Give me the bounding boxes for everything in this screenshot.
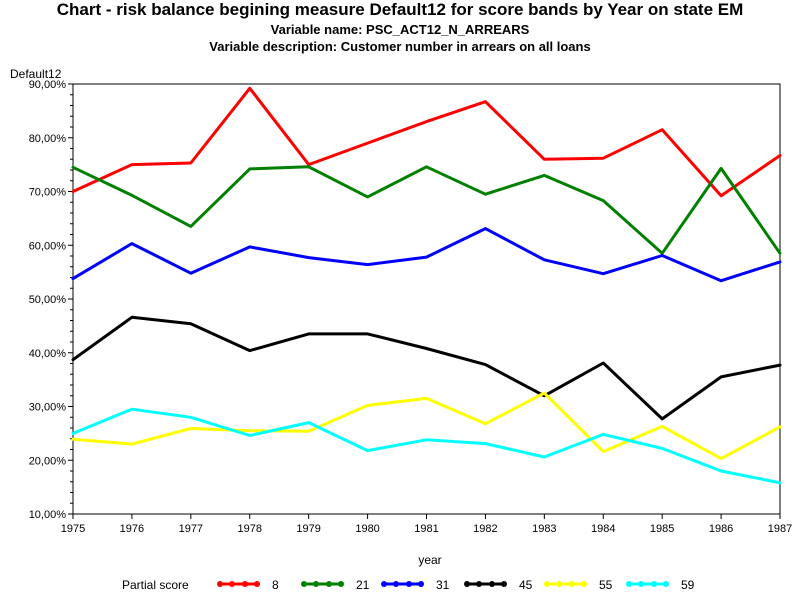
x-tick-label: 1978 [238, 523, 262, 535]
variable-description-subtitle: Variable description: Customer number in… [209, 39, 591, 54]
series-line-45 [71, 315, 782, 421]
legend-marker [581, 581, 587, 587]
legend-marker [393, 581, 399, 587]
legend-marker [418, 581, 424, 587]
legend-label-55: 55 [599, 578, 613, 592]
x-tick-label: 1987 [768, 523, 792, 535]
x-axis-title: year [418, 553, 441, 567]
legend-marker [229, 581, 235, 587]
y-axis-title: Default12 [10, 67, 62, 81]
x-tick-label: 1975 [61, 523, 85, 535]
legend-marker [556, 581, 562, 587]
legend-marker [313, 581, 319, 587]
legend-marker [464, 581, 470, 587]
legend-label-45: 45 [519, 578, 533, 592]
y-tick-label: 40,00% [29, 348, 67, 360]
y-tick-label: 30,00% [29, 402, 67, 414]
legend-marker [326, 581, 332, 587]
x-axis: 1975 1976 1977 1978 1979 1980 1981 1982 1983 1984… [61, 514, 792, 535]
series-line-31 [71, 227, 782, 283]
legend-marker [406, 581, 412, 587]
legend-marker [489, 581, 495, 587]
legend-marker [544, 581, 550, 587]
x-tick-label: 1983 [532, 523, 556, 535]
legend-marker [476, 581, 482, 587]
variable-name-subtitle: Variable name: PSC_ACT12_N_ARREARS [270, 22, 530, 37]
legend-marker [501, 581, 507, 587]
legend-marker [626, 581, 632, 587]
plot-area-frame [72, 83, 781, 515]
y-tick-label: 50,00% [29, 294, 67, 306]
legend-marker [254, 581, 260, 587]
series-line-21 [71, 165, 782, 255]
legend-marker [569, 581, 575, 587]
y-tick-label: 10,00% [29, 509, 67, 521]
y-tick-label: 70,00% [29, 187, 67, 199]
x-tick-label: 1981 [414, 523, 438, 535]
legend-marker [381, 581, 387, 587]
legend-marker [217, 581, 223, 587]
x-tick-label: 1976 [120, 523, 144, 535]
legend-marker [301, 581, 307, 587]
x-tick-label: 1985 [650, 523, 674, 535]
chart-title: Chart - risk balance begining measure De… [56, 0, 744, 19]
series-line-8 [71, 86, 782, 198]
legend-marker [242, 581, 248, 587]
y-axis: 10,00% 20,00% 30,00% 40,00% 50,00% 60,00% 70,0… [29, 79, 73, 521]
x-tick-label: 1984 [591, 523, 615, 535]
x-tick-label: 1977 [179, 523, 203, 535]
x-tick-label: 1982 [473, 523, 497, 535]
legend: Partial score 8 21 31 45 55 59 [122, 578, 695, 592]
legend-label-59: 59 [681, 578, 695, 592]
legend-marker [663, 581, 669, 587]
series-layer [71, 86, 782, 485]
y-tick-label: 20,00% [29, 455, 67, 467]
legend-label-21: 21 [356, 578, 370, 592]
legend-title: Partial score [122, 578, 189, 592]
series-line-55 [71, 391, 782, 461]
legend-label-31: 31 [436, 578, 450, 592]
x-tick-label: 1980 [355, 523, 379, 535]
series-line-59 [71, 407, 782, 485]
legend-label-8: 8 [272, 578, 279, 592]
legend-marker [338, 581, 344, 587]
x-tick-label: 1979 [296, 523, 320, 535]
legend-marker [638, 581, 644, 587]
y-tick-label: 60,00% [29, 240, 67, 252]
x-tick-label: 1986 [709, 523, 733, 535]
y-tick-label: 80,00% [29, 133, 67, 145]
y-tick-label: 90,00% [29, 79, 67, 91]
legend-marker [651, 581, 657, 587]
